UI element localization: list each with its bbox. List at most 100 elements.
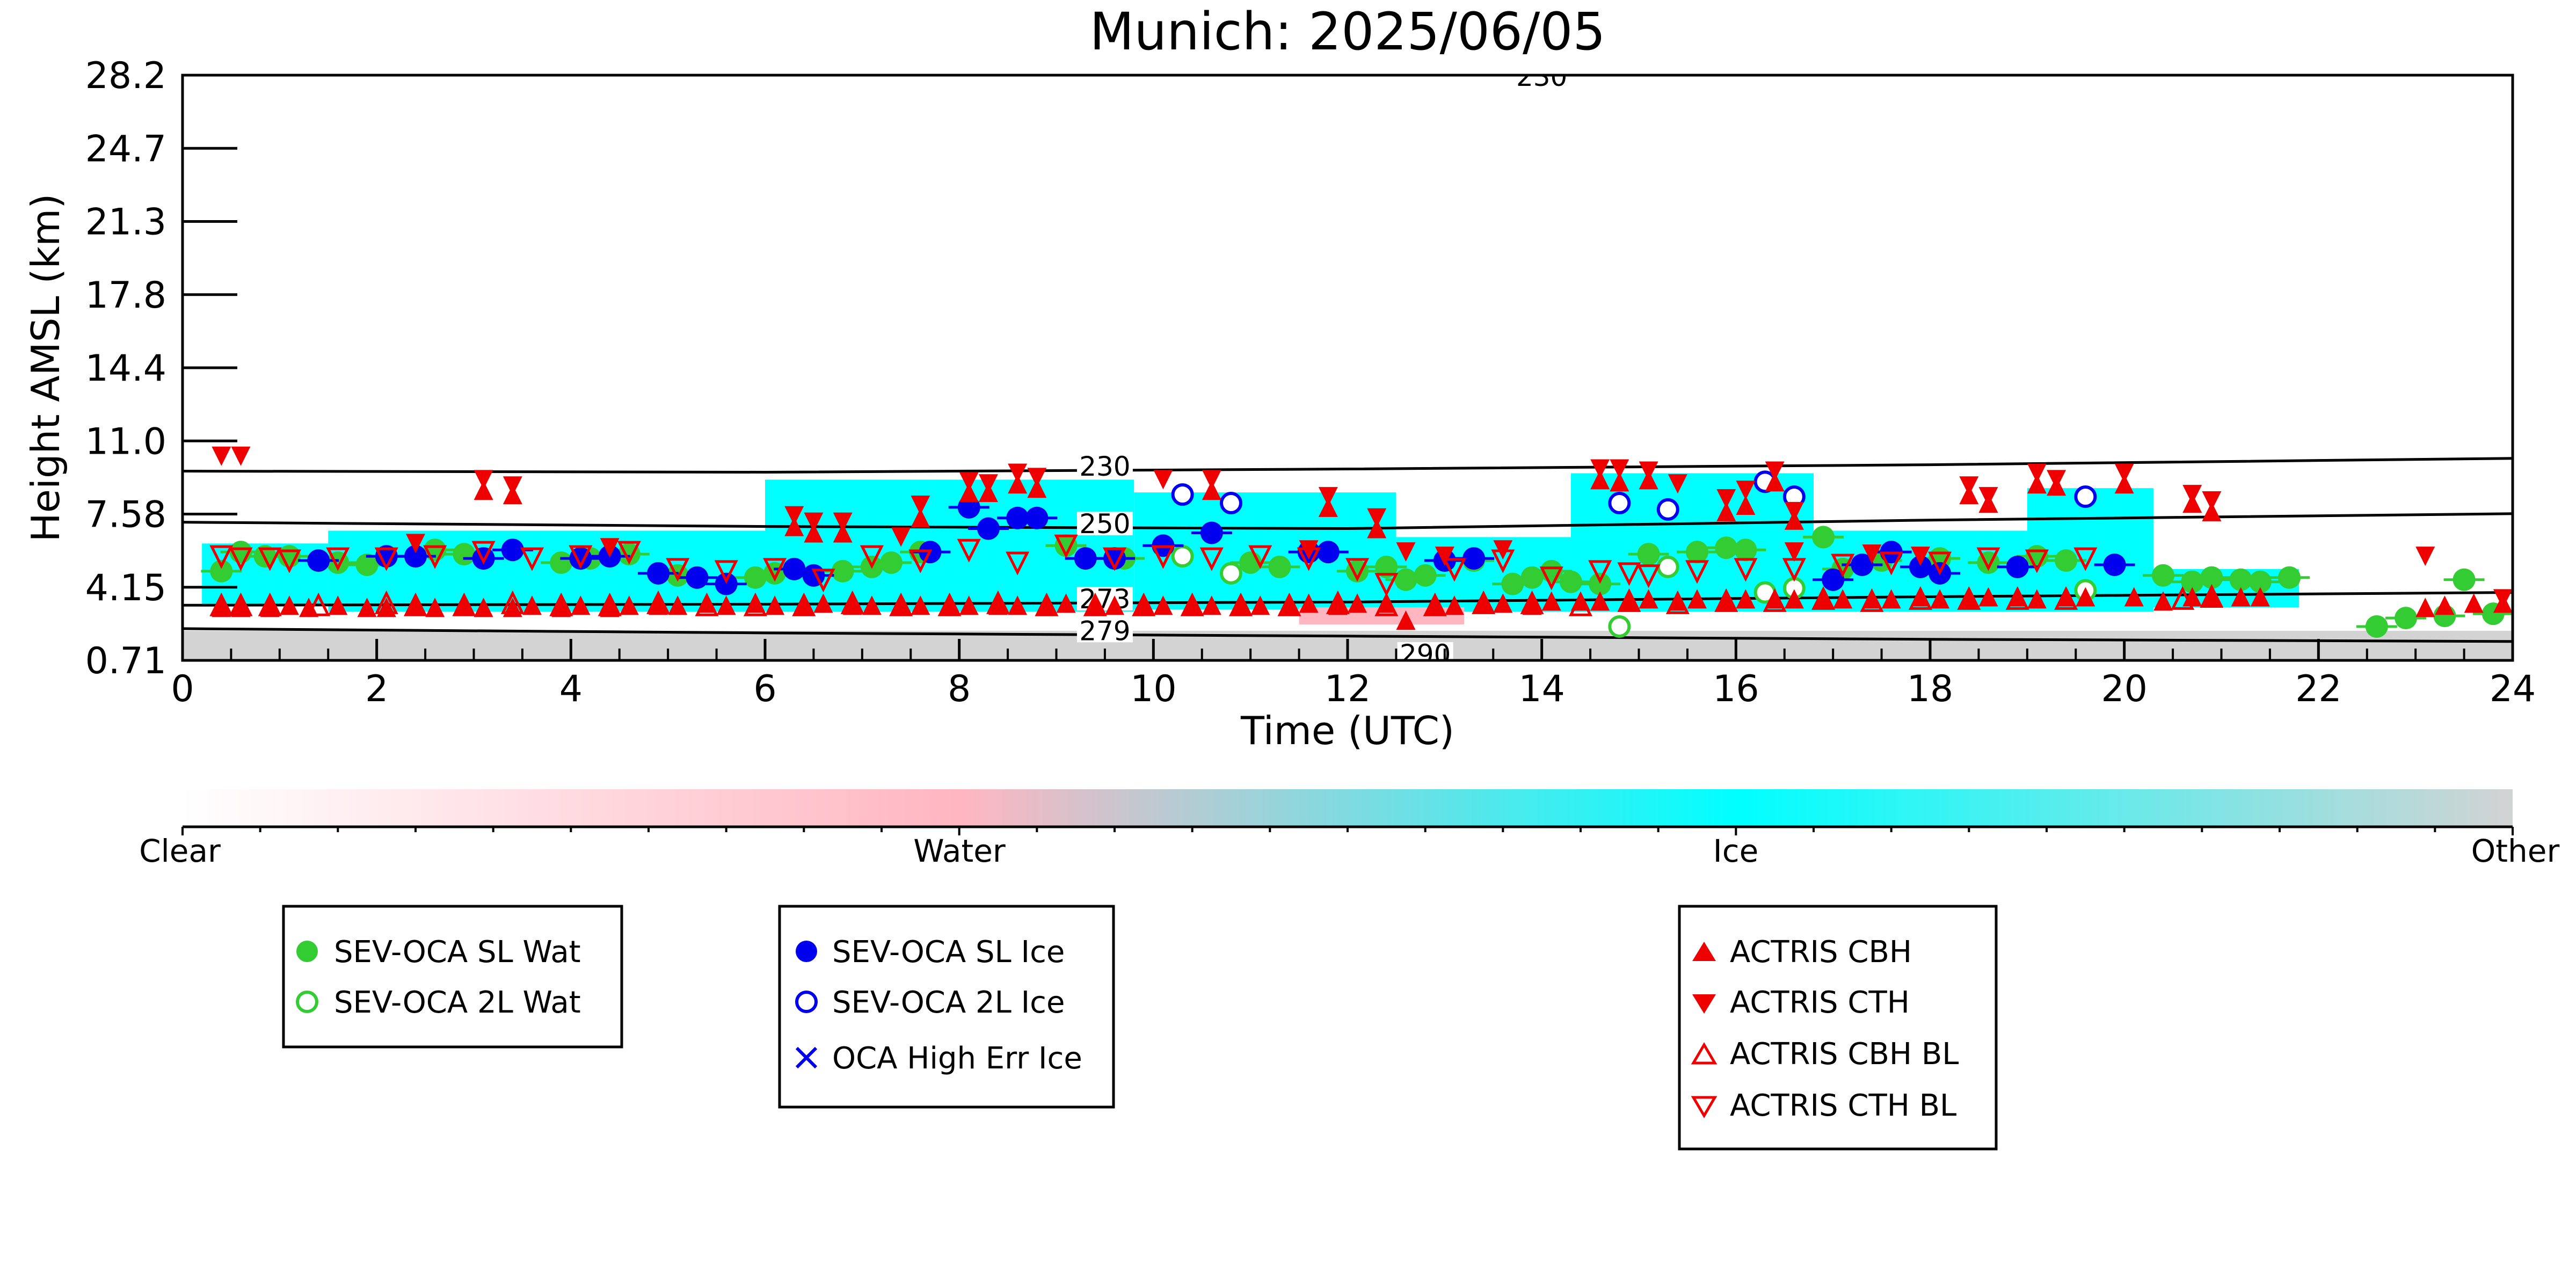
- actris-cth-bl-marker: [1006, 551, 1030, 576]
- contour-line-2: [183, 591, 2513, 607]
- actris-cbh-marker: [1522, 595, 1542, 615]
- actris-cbh-bl-marker: [1083, 592, 1107, 616]
- actris-cbh-marker: [668, 595, 688, 615]
- contour-label-bg-1: [1076, 511, 1133, 535]
- actris-cbh-marker: [794, 595, 814, 615]
- sev-oca-sl-ice-marker: [686, 566, 709, 589]
- legend-sl-ice-marker: [796, 941, 817, 962]
- actris-cth-bl-marker: [1054, 534, 1078, 558]
- contour-label-5: 230: [1516, 61, 1567, 92]
- legend-ice-frame: [778, 905, 1115, 1109]
- actris-cth-marker: [2182, 485, 2202, 505]
- legend-cbh-bl-marker: [1691, 1042, 1718, 1065]
- contour-label-bg-2: [1076, 587, 1133, 611]
- sev-oca-sl-wat-marker: [1268, 555, 1291, 578]
- actris-cth-marker: [1153, 470, 1173, 490]
- actris-cbh-marker: [988, 595, 1008, 615]
- colorbar-label-water: Water: [913, 833, 1006, 869]
- actris-cbh-marker: [212, 598, 231, 617]
- actris-cbh-marker: [1736, 495, 1756, 515]
- sev-oca-sl-wat-marker: [2395, 607, 2418, 630]
- colorbar-gradient: [183, 789, 2513, 826]
- actris-cth-bl-marker: [1199, 547, 1224, 571]
- sev-oca-sl-wat-marker: [1637, 543, 1660, 566]
- legend-ice: SEV-OCA SL Ice SEV-OCA 2L Ice OCA High E…: [778, 905, 1115, 1109]
- actris-cbh-marker: [833, 523, 853, 543]
- sev-oca-sl-ice-marker: [1822, 568, 1845, 591]
- actris-cbh-bl-marker: [374, 590, 398, 614]
- actris-cbh-marker: [649, 595, 668, 615]
- legend-2l-wat-marker: [296, 991, 318, 1013]
- actris-cbh-marker: [1348, 593, 1367, 613]
- actris-cbh-marker: [600, 598, 620, 617]
- sev-oca-sl-wat-marker: [453, 543, 476, 566]
- actris-cth-bl-marker: [209, 545, 234, 569]
- actris-cth-marker: [503, 476, 522, 496]
- actris-cbh-marker: [1279, 595, 1299, 615]
- actris-cbh-marker: [551, 598, 571, 617]
- actris-cbh-marker: [474, 481, 493, 500]
- actris-cbh-bl-marker: [695, 592, 719, 616]
- contour-label-3: 279: [1079, 615, 1130, 646]
- sev-oca-sl-ice-marker: [715, 572, 738, 595]
- actris-cth-bl-marker: [1617, 562, 1641, 586]
- actris-cbh-marker: [911, 595, 930, 615]
- actris-cth-marker: [1765, 461, 1785, 481]
- actris-cth-marker: [1668, 474, 1687, 494]
- x-tick-label: 12: [1325, 668, 1371, 710]
- x-tick-label: 2: [365, 668, 388, 710]
- actris-cbh-bl-marker: [1472, 590, 1496, 614]
- sev-oca-sl-wat-marker: [355, 553, 379, 576]
- actris-cth-bl-marker: [1248, 545, 1272, 569]
- actris-cth-marker: [2114, 463, 2134, 483]
- y-tick-label: 17.8: [85, 274, 166, 317]
- actris-cth-marker: [1008, 463, 1028, 483]
- sev-oca-sl-wat-marker: [1559, 570, 1582, 593]
- sev-oca-sl-wat-marker: [1520, 566, 1544, 589]
- sev-oca-sl-ice-marker: [1851, 553, 1874, 576]
- sev-oca-2l-ice-marker: [1220, 491, 1242, 514]
- actris-cbh-marker: [2114, 474, 2134, 494]
- actris-cbh-marker: [2435, 595, 2455, 615]
- actris-cbh-bl-marker: [1277, 592, 1301, 616]
- actris-cth-bl-marker: [1636, 564, 1661, 588]
- sev-oca-sl-ice-marker: [404, 545, 427, 568]
- sev-oca-sl-ice-marker: [977, 517, 1000, 540]
- actris-cbh-bl-marker: [403, 592, 428, 616]
- actris-cth-bl-marker: [714, 560, 738, 584]
- actris-cbh-marker: [1716, 501, 1736, 521]
- x-tick-label: 18: [1907, 668, 1954, 710]
- legend-cbh-bl-label: ACTRIS CBH BL: [1730, 1037, 1959, 1072]
- actris-cth-bl-marker: [1102, 547, 1127, 571]
- actris-cth-bl-marker: [1831, 554, 1855, 578]
- actris-cbh-marker: [1610, 472, 1629, 492]
- actris-cbh-bl-marker: [1957, 586, 1981, 610]
- actris-cth-marker: [1639, 461, 1658, 481]
- actris-cbh-bl-marker: [1374, 592, 1399, 616]
- actris-cbh-marker: [474, 598, 493, 617]
- actris-cbh-bl-marker: [792, 592, 816, 616]
- actris-cbh-marker: [2202, 587, 2222, 607]
- actris-cbh-marker: [1590, 591, 1610, 611]
- y-tick-label: 21.3: [85, 201, 166, 244]
- actris-cth-bl-marker: [1345, 558, 1370, 582]
- actris-cth-marker: [1716, 489, 1736, 509]
- legend-actris: ACTRIS CBH ACTRIS CTH ACTRIS CBH BL ACTR…: [1678, 905, 1998, 1151]
- actris-cbh-bl-marker: [1665, 590, 1690, 614]
- actris-cth-marker: [978, 474, 998, 494]
- y-tick-label: 14.4: [85, 347, 166, 390]
- x-tick-label: 6: [753, 668, 776, 710]
- actris-cbh-marker: [299, 598, 319, 617]
- actris-cbh-bl-marker: [229, 592, 253, 616]
- actris-cbh-marker: [1008, 474, 1028, 494]
- actris-cth-bl-marker: [2073, 547, 2098, 571]
- actris-cbh-marker: [1134, 595, 1154, 615]
- sev-oca-2l-ice-marker: [1171, 483, 1194, 506]
- actris-cbh-bl-marker: [1229, 592, 1253, 616]
- sev-oca-sl-ice-marker: [1316, 541, 1340, 564]
- actris-cth-bl-marker: [1782, 558, 1806, 582]
- sev-oca-2l-wat-marker: [1220, 562, 1242, 585]
- sev-oca-sl-ice-marker: [375, 545, 398, 568]
- legend-actris-frame: [1678, 905, 1998, 1151]
